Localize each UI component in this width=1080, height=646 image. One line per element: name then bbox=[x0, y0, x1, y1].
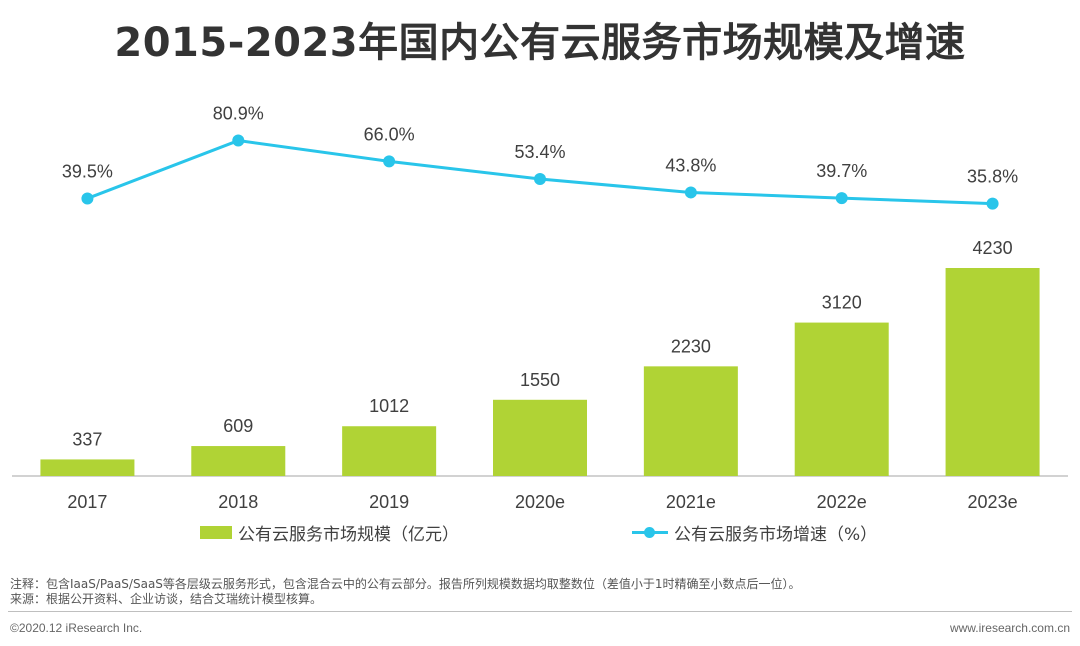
bar bbox=[493, 399, 587, 476]
legend: 公有云服务市场规模（亿元） 公有云服务市场增速（%） bbox=[0, 520, 1080, 548]
bar bbox=[945, 268, 1040, 476]
bar bbox=[191, 446, 286, 476]
legend-item-market-size: 公有云服务市场规模（亿元） bbox=[200, 520, 459, 545]
growth-value-label: 53.4% bbox=[514, 142, 565, 162]
legend-item-growth-rate: 公有云服务市场增速（%） bbox=[632, 520, 877, 545]
bar-value-label: 2230 bbox=[671, 336, 711, 356]
bar bbox=[643, 366, 738, 476]
bar-value-label: 337 bbox=[72, 429, 102, 449]
growth-point bbox=[232, 134, 245, 147]
growth-point bbox=[986, 197, 999, 210]
growth-point bbox=[534, 173, 546, 186]
bar-value-label: 1012 bbox=[369, 396, 409, 416]
growth-point bbox=[383, 155, 396, 168]
website-link[interactable]: www.iresearch.com.cn bbox=[949, 621, 1070, 635]
bar-value-label: 609 bbox=[223, 416, 253, 436]
x-tick-label: 2021e bbox=[666, 492, 716, 512]
growth-value-label: 39.5% bbox=[62, 161, 113, 181]
x-tick-label: 2017 bbox=[67, 492, 107, 512]
growth-value-label: 35.8% bbox=[967, 167, 1018, 187]
x-tick-label: 2022e bbox=[817, 492, 867, 512]
growth-value-label: 43.8% bbox=[665, 155, 716, 175]
notes: 注释：包含IaaS/PaaS/SaaS等各层级云服务形式，包含混合云中的公有云部… bbox=[10, 577, 801, 607]
legend-line-swatch bbox=[632, 526, 668, 539]
x-tick-label: 2023e bbox=[968, 492, 1018, 512]
bar bbox=[40, 459, 135, 476]
growth-point bbox=[684, 186, 697, 199]
bar-value-label: 1550 bbox=[520, 370, 560, 390]
bar-value-label: 3120 bbox=[822, 293, 862, 313]
legend-label-market-size: 公有云服务市场规模（亿元） bbox=[238, 525, 459, 545]
x-tick-label: 2019 bbox=[369, 492, 409, 512]
chart-area: 337 2017 609 2018 1012 2019 1550 2020e 2230 2021e… bbox=[12, 104, 1068, 512]
growth-point bbox=[835, 192, 848, 205]
bar-value-label: 4230 bbox=[973, 238, 1013, 258]
legend-bar-swatch bbox=[200, 526, 232, 539]
growth-value-label: 39.7% bbox=[816, 161, 867, 181]
growth-value-label: 80.9% bbox=[213, 104, 264, 124]
bar bbox=[342, 426, 437, 476]
growth-value-label: 66.0% bbox=[364, 124, 415, 144]
x-tick-label: 2020e bbox=[515, 492, 565, 512]
footer-divider bbox=[8, 611, 1072, 612]
x-tick-label: 2018 bbox=[218, 492, 258, 512]
growth-point bbox=[81, 192, 94, 205]
bar bbox=[794, 322, 889, 476]
legend-label-growth-rate: 公有云服务市场增速（%） bbox=[674, 525, 878, 545]
note-text: 注释：包含IaaS/PaaS/SaaS等各层级云服务形式，包含混合云中的公有云部… bbox=[10, 577, 801, 591]
chart-title: 2015-2023年国内公有云服务市场规模及增速 bbox=[114, 20, 966, 66]
source-text: 来源：根据公开资料、企业访谈，结合艾瑞统计模型核算。 bbox=[10, 592, 323, 606]
copyright: ©2020.12 iResearch Inc. bbox=[10, 621, 143, 635]
